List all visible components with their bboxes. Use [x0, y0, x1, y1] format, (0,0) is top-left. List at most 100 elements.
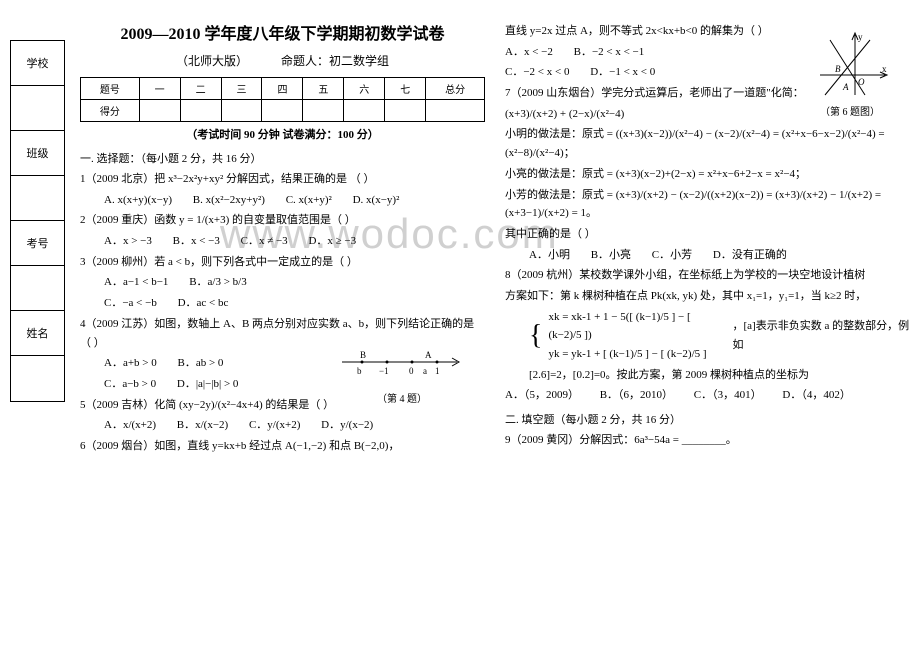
q9: 9（2009 黄冈）分解因式：6a³−54a = ________。 [505, 431, 910, 450]
opt: C．a−b > 0 [104, 375, 156, 394]
score-table: 题号 一 二 三 四 五 六 七 总分 得分 [80, 77, 485, 122]
q4: 4（2009 江苏）如图，数轴上 A、B 两点分别对应实数 a、b，则下列结论正… [80, 315, 485, 352]
sidebar-exam-no-blank [11, 266, 64, 311]
q2-options: A．x > −3 B．x < −3 C．x ≠ −3 D．x ≥ −3 [80, 232, 485, 251]
sidebar-name: 姓名 [11, 311, 64, 356]
q8-ex: [2.6]=2，[0.2]=0。按此方案，第 2009 棵树种植点的坐标为 [505, 366, 910, 385]
q3: 3（2009 柳州）若 a < b，则下列各式中一定成立的是（ ） [80, 253, 485, 272]
opt: B．a/3 > b/3 [189, 273, 247, 292]
q2: 2（2009 重庆）函数 y = 1/(x+3) 的自变量取值范围是（ ） [80, 211, 485, 230]
opt: A．x/(x+2) [104, 416, 156, 435]
svg-text:O: O [858, 77, 865, 87]
opt: B．ab > 0 [177, 354, 223, 373]
numline-svg: B A b −1 0 a 1 [337, 350, 467, 384]
q8-eq1: xk = xk-1 + 1 − 5([ (k−1)/5 ] − [ (k−2)/… [548, 308, 726, 345]
th: 七 [385, 78, 426, 100]
opt: B. x(x²−2xy+y²) [193, 191, 265, 210]
q7-liang: 小亮的做法是：原式 = (x+3)(x−2)+(2−x) = x²+x−6+2−… [505, 165, 910, 184]
q8-eq2: yk = yk-1 + [ (k−1)/5 ] − [ (k−2)/5 ] [548, 345, 726, 364]
q1-options: A. x(x+y)(x−y) B. x(x²−2xy+y²) C. x(x+y)… [80, 191, 485, 210]
opt: C．（3，401） [694, 386, 762, 405]
q8-system: { xk = xk-1 + 1 − 5([ (k−1)/5 ] − [ (k−2… [505, 308, 910, 364]
number-line-figure: B A b −1 0 a 1 （第 4 题） [337, 350, 467, 408]
q8: 8（2009 杭州）某校数学课外小组，在坐标纸上为学校的一块空地设计植树 [505, 266, 910, 285]
svg-text:x: x [882, 64, 887, 74]
opt: A．x > −3 [104, 232, 152, 251]
svg-text:A: A [425, 350, 432, 360]
svg-text:B: B [360, 350, 366, 360]
th: 题号 [81, 78, 140, 100]
th: 四 [262, 78, 303, 100]
q5-options: A．x/(x+2) B．x/(x−2) C．y/(x+2) D．y/(x−2) [80, 416, 485, 435]
th: 一 [139, 78, 180, 100]
opt: D．|a|−|b| > 0 [177, 375, 239, 394]
brace-icon: { [529, 312, 542, 360]
author: 命题人：初二数学组 [281, 54, 389, 68]
q7-ask: 其中正确的是（ ） [505, 225, 910, 244]
svg-text:0: 0 [409, 366, 414, 376]
opt: D．没有正确的 [713, 246, 787, 265]
opt: D．（4，402） [782, 386, 850, 405]
q3-options: A．a−1 < b−1 B．a/3 > b/3 [80, 273, 485, 292]
opt: C. x(x+y)² [286, 191, 332, 210]
subtitle: （北师大版） 命题人：初二数学组 [80, 52, 485, 69]
sidebar-class-blank [11, 176, 64, 221]
opt: D．−1 < x < 0 [590, 63, 655, 82]
score-label: 得分 [81, 100, 140, 122]
opt: D. x(x−y)² [353, 191, 400, 210]
page-title: 2009—2010 学年度八年级下学期期初数学试卷 [80, 20, 485, 44]
svg-text:A: A [842, 82, 849, 92]
opt: A. x(x+y)(x−y) [104, 191, 172, 210]
sidebar-school-blank [11, 86, 64, 131]
sidebar-exam-no: 考号 [11, 221, 64, 266]
graph-svg: y x B O A [810, 30, 890, 100]
sidebar-name-blank [11, 356, 64, 401]
opt: C．y/(x+2) [249, 416, 300, 435]
q7-ming: 小明的做法是：原式 = ((x+3)(x−2))/(x²−4) − (x−2)/… [505, 125, 910, 162]
q6: 6（2009 烟台）如图，直线 y=kx+b 经过点 A(−1,−2) 和点 B… [80, 437, 485, 456]
svg-text:a: a [423, 366, 427, 376]
exam-info: （考试时间 90 分钟 试卷满分：100 分） [80, 126, 485, 142]
opt: A．（5，2009） [505, 386, 579, 405]
q1: 1（2009 北京）把 x³−2x²y+xy² 分解因式，结果正确的是 （ ） [80, 170, 485, 189]
th: 三 [221, 78, 262, 100]
opt: D．y/(x−2) [321, 416, 373, 435]
th: 五 [303, 78, 344, 100]
table-row: 题号 一 二 三 四 五 六 七 总分 [81, 78, 485, 100]
th: 六 [344, 78, 385, 100]
q4-options: A．a+b > 0 B．ab > 0 B A b −1 0 a 1 （第 4 题… [80, 354, 485, 373]
edition: （北师大版） [176, 54, 248, 68]
info-sidebar: 学校 班级 考号 姓名 [10, 40, 65, 402]
opt: A．小明 [529, 246, 570, 265]
th: 二 [180, 78, 221, 100]
opt: C．小芳 [652, 246, 692, 265]
section-2-title: 二. 填空题（每小题 2 分，共 16 分） [505, 411, 910, 427]
sidebar-school: 学校 [11, 41, 64, 86]
opt: D．x ≥ −3 [308, 232, 356, 251]
table-row: 得分 [81, 100, 485, 122]
q8-eqs: xk = xk-1 + 1 − 5([ (k−1)/5 ] − [ (k−2)/… [548, 308, 726, 364]
opt: B．小亮 [591, 246, 631, 265]
opt: B．x/(x−2) [177, 416, 228, 435]
q6-fig-label: （第 6 题图） [810, 103, 890, 118]
opt: C．−a < −b [104, 294, 157, 313]
opt: B．x < −3 [173, 232, 220, 251]
opt: C．x ≠ −3 [241, 232, 288, 251]
q6-graph: y x B O A （第 6 题图） [810, 30, 890, 118]
opt: A．x < −2 [505, 43, 553, 62]
svg-text:B: B [835, 64, 841, 74]
svg-text:b: b [357, 366, 362, 376]
q8-options: A．（5，2009） B．（6，2010） C．（3，401） D．（4，402… [505, 386, 910, 405]
q4-fig-label: （第 4 题） [337, 391, 467, 408]
page-content: 2009—2010 学年度八年级下学期期初数学试卷 （北师大版） 命题人：初二数… [80, 20, 910, 458]
opt: A．a+b > 0 [104, 354, 157, 373]
opt: B．（6，2010） [600, 386, 673, 405]
svg-text:y: y [858, 32, 863, 42]
q8b: 方案如下：第 k 棵树种植在点 Pk(xk, yk) 处，其中 x₁=1，y₁=… [505, 287, 910, 306]
svg-text:−1: −1 [379, 366, 389, 376]
th: 总分 [426, 78, 485, 100]
left-column: 2009—2010 学年度八年级下学期期初数学试卷 （北师大版） 命题人：初二数… [80, 20, 485, 458]
section-1-title: 一. 选择题：（每小题 2 分，共 16 分） [80, 150, 485, 166]
q7-options: A．小明 B．小亮 C．小芳 D．没有正确的 [505, 246, 910, 265]
opt: A．a−1 < b−1 [104, 273, 168, 292]
